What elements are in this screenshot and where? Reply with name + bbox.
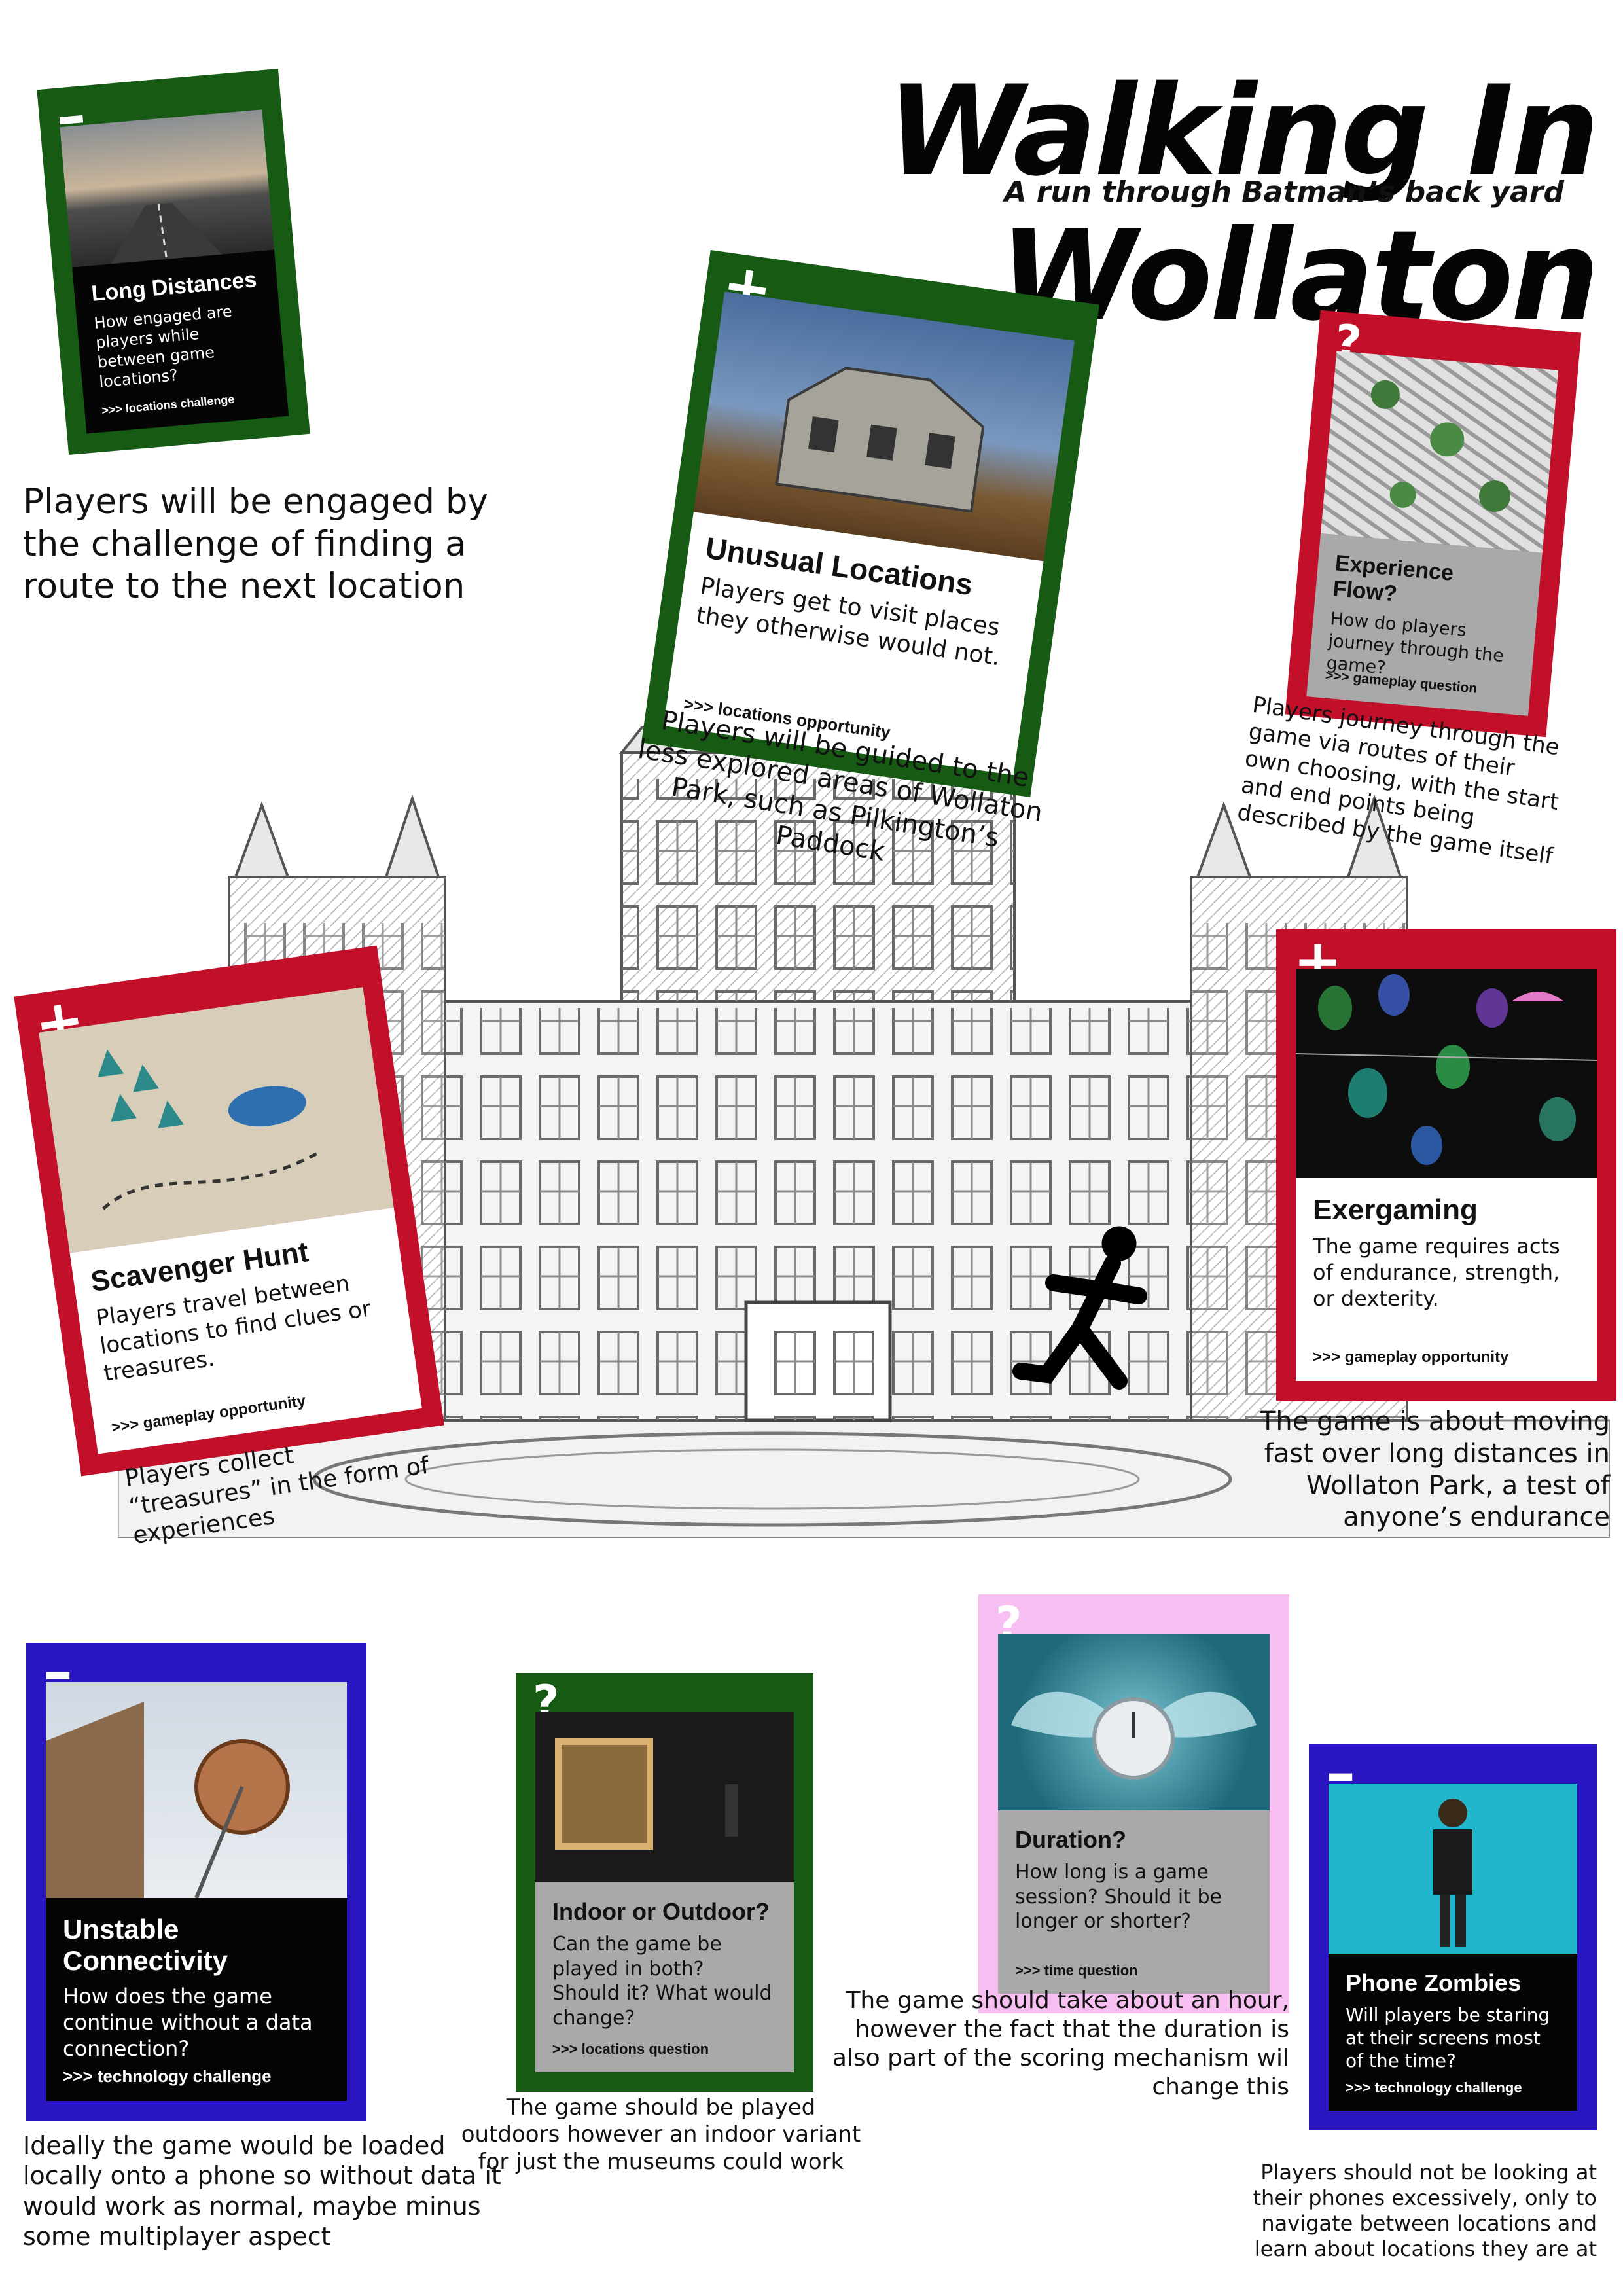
card-image-stopwatch <box>998 1634 1270 1810</box>
card-image-satellite-dish <box>46 1682 347 1898</box>
note-loaded-locally: Ideally the game would be loaded locally… <box>23 2131 501 2251</box>
note-outdoors: The game should be played outdoors howev… <box>461 2094 861 2175</box>
card-tag: >>> locations challenge <box>101 392 236 418</box>
card-image-shop-window <box>535 1712 794 1882</box>
card-image-treasure-map <box>39 987 394 1253</box>
card-unusual-locations: + Unusual Locations Players get to visit… <box>641 250 1099 798</box>
card-image-balloons <box>1296 969 1597 1178</box>
card-exergaming: + Exergaming The game requires acts of e… <box>1276 929 1616 1401</box>
note-phones: Players should not be looking at their p… <box>1253 2160 1597 2262</box>
card-description: How engaged are players while between ga… <box>93 302 233 391</box>
card-title: Unstable Connectivity <box>63 1914 228 1976</box>
card-scavenger-hunt: + Scavenger Hunt Players travel between … <box>14 945 444 1477</box>
page-title: Walking In Wollaton <box>887 59 1599 348</box>
card-experience-flow: ? Experience Flow? How do players journe… <box>1285 310 1582 738</box>
card-description: How long is a game session? Should it be… <box>1015 1861 1222 1933</box>
card-duration: ? Duration? How long is a game session? … <box>978 1594 1289 2013</box>
card-title: Exergaming <box>1313 1194 1478 1226</box>
card-image-phone-user <box>1329 1784 1577 1954</box>
card-image-road <box>60 109 274 268</box>
note-engaged: Players will be engaged by the challenge… <box>23 482 488 607</box>
card-description: Will players be staring at their screens… <box>1346 2004 1550 2072</box>
card-tag: >>> technology challenge <box>63 2066 272 2086</box>
note-moving-fast: The game is about moving fast over long … <box>1259 1407 1610 1533</box>
card-description: The game requires acts of endurance, str… <box>1313 1234 1560 1311</box>
card-long-distances: – Long Distances How engaged are players… <box>37 68 310 456</box>
note-hour: The game should take about an hour, howe… <box>832 1987 1289 2100</box>
card-image-old-house <box>693 291 1075 562</box>
running-person-icon <box>1012 1226 1147 1390</box>
card-description: Can the game be played in both? Should i… <box>552 1933 772 2030</box>
card-title: Phone Zombies <box>1346 1969 1522 1996</box>
card-tag: >>> gameplay opportunity <box>1313 1348 1509 1366</box>
card-tag: >>> technology challenge <box>1346 2079 1522 2096</box>
card-tag: >>> time question <box>1015 1962 1138 1979</box>
card-title: Duration? <box>1015 1826 1126 1853</box>
card-tag: >>> gameplay opportunity <box>110 1391 307 1437</box>
card-unstable-connectivity: – Unstable Connectivity How does the gam… <box>26 1643 366 2121</box>
card-image-park-path <box>1321 351 1559 553</box>
card-tag: >>> locations question <box>552 2041 709 2057</box>
card-description: How does the game continue without a dat… <box>63 1984 313 2061</box>
card-title: Indoor or Outdoor? <box>552 1898 770 1925</box>
card-title: Experience Flow? <box>1332 550 1455 607</box>
card-phone-zombies: – Phone Zombies Will players be staring … <box>1309 1744 1597 2130</box>
page-subtitle: A run through Batman’s back yard <box>1004 175 1564 209</box>
card-indoor-outdoor: ? Indoor or Outdoor? Can the game be pla… <box>516 1673 813 2092</box>
